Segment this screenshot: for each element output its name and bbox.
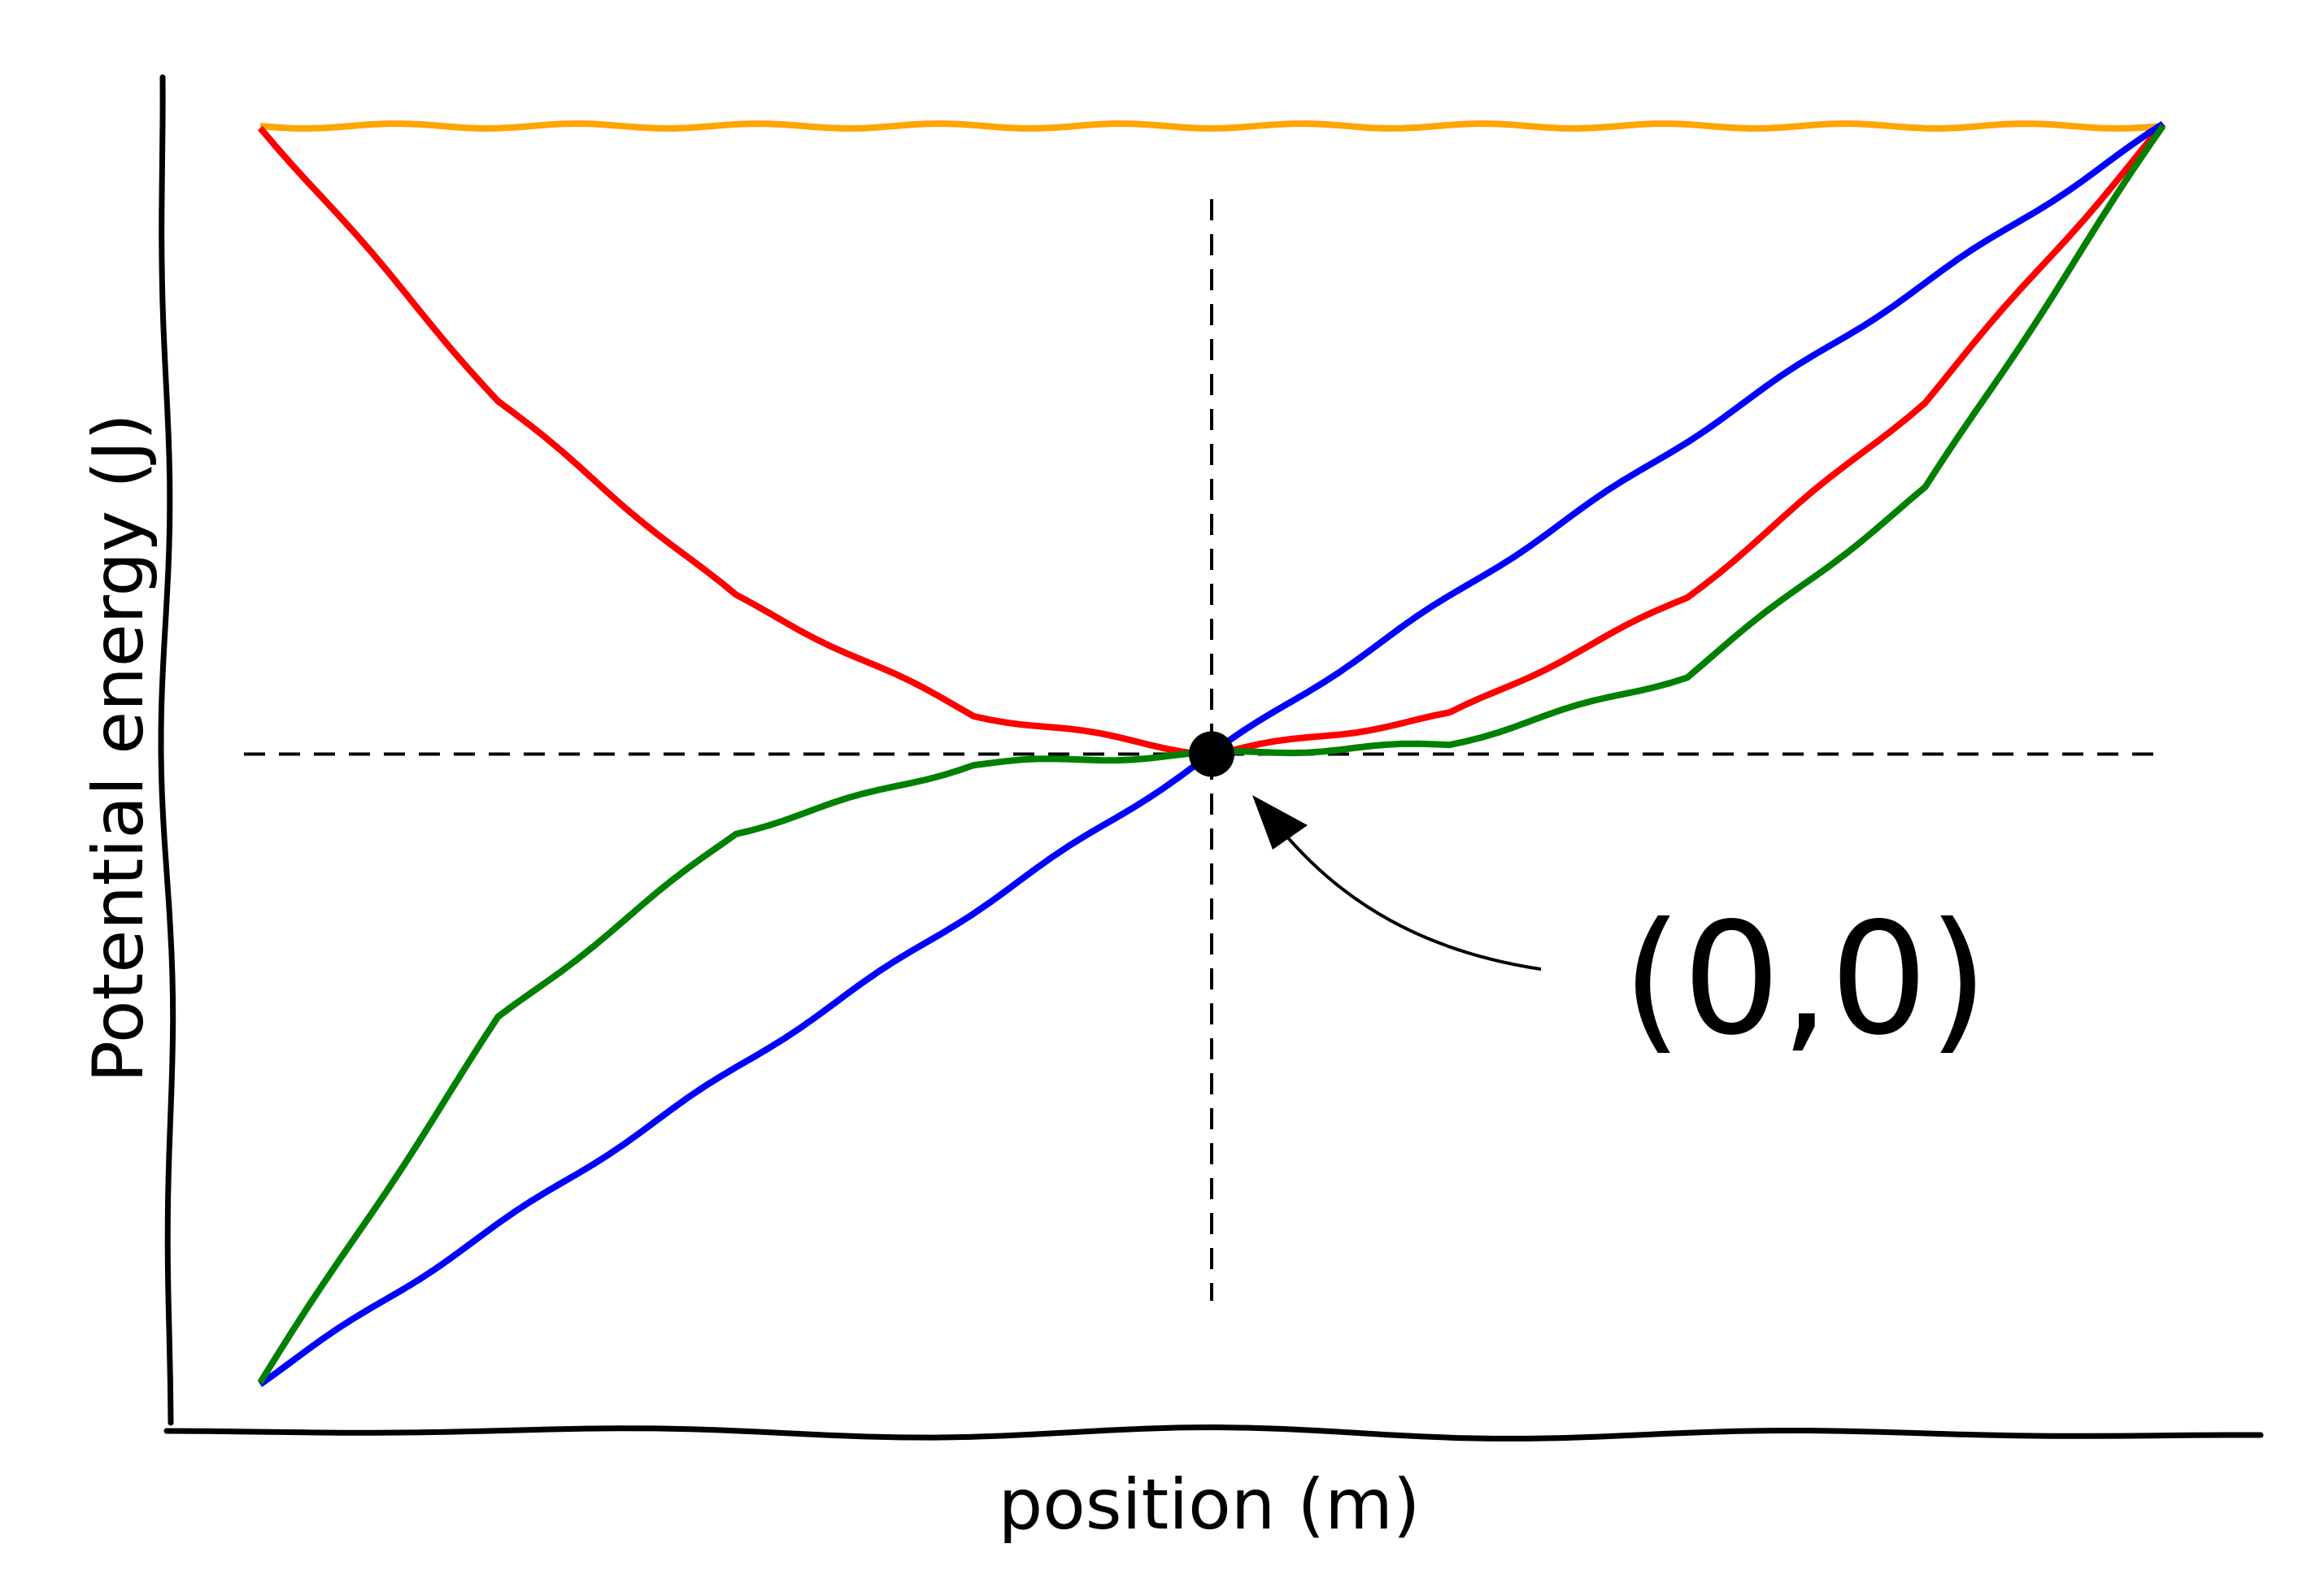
origin-marker xyxy=(1189,731,1234,777)
series-line-1 xyxy=(259,120,2164,132)
annotation-arrowhead xyxy=(1252,795,1308,850)
x-axis-label: position (m) xyxy=(999,1464,1421,1546)
annotation: (0,0) xyxy=(1189,731,1988,1069)
y-axis-line xyxy=(158,74,176,1426)
annotation-text: (0,0) xyxy=(1622,889,1988,1069)
annotation-arrow xyxy=(1279,828,1542,971)
x-axis-line xyxy=(163,1424,2264,1442)
chart-axes xyxy=(158,74,2264,1442)
y-axis-label: Potential energy (J) xyxy=(78,413,159,1083)
